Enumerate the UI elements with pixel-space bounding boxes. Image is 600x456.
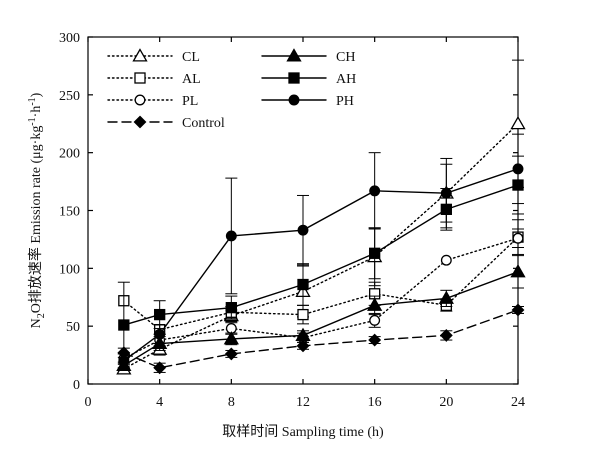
legend-label-ah: AH: [336, 72, 356, 87]
legend-marker-ah: [288, 72, 300, 84]
legend-marker-control: [133, 115, 147, 129]
point-ch: [438, 290, 454, 304]
y-axis-title-main: O排放速率 Emission rate (μg·kg: [27, 126, 44, 314]
y-axis-title-sup1: -1: [27, 117, 38, 125]
series-line-pl: [123, 237, 519, 360]
series-control: [117, 303, 525, 375]
point-ch: [295, 327, 311, 341]
x-tick-label: 8: [228, 395, 235, 410]
y-axis-title: N2O排放速率 Emission rate (μg·kg-1·h-1): [27, 92, 47, 328]
x-tick-label: 20: [439, 395, 453, 410]
legend-marker-pl: [134, 94, 146, 106]
point-ch: [510, 263, 526, 278]
legend-marker-ch: [286, 48, 302, 62]
x-tick-label: 0: [85, 395, 92, 410]
legend-item-ch: CH: [261, 48, 355, 65]
y-tick-label: 300: [59, 31, 80, 46]
legend-item-cl: CL: [107, 48, 200, 65]
point-cl: [510, 115, 526, 130]
legend: CL AL PL Control CH AH PH: [107, 48, 356, 131]
x-tick-label: 12: [296, 395, 310, 410]
y-axis-title-mid: ·h: [29, 106, 44, 118]
point-pl: [369, 314, 381, 326]
point-control: [368, 333, 382, 347]
y-tick-label: 200: [59, 147, 80, 162]
legend-item-control: Control: [107, 115, 225, 131]
series-line-ah: [123, 184, 519, 326]
point-al: [297, 308, 309, 321]
series-line-ch: [123, 271, 519, 367]
point-ch: [223, 331, 239, 345]
legend-label-ch: CH: [336, 50, 355, 65]
x-tick-label: 24: [511, 395, 525, 410]
legend-label-pl: PL: [182, 94, 198, 109]
series-ph: [117, 133, 524, 369]
y-tick-label: 100: [59, 262, 80, 277]
series-layer: [116, 59, 526, 375]
legend-marker-ph: [288, 94, 300, 106]
point-pl: [512, 232, 524, 244]
series-pl: [117, 228, 524, 365]
axes: 0 4 8 12 16 20 24 0 50 100 150 200 250 300: [59, 31, 525, 410]
series-line-control: [123, 309, 519, 369]
point-ah: [154, 308, 166, 321]
point-ph: [225, 230, 237, 242]
legend-label-cl: CL: [182, 50, 200, 65]
legend-label-control: Control: [182, 116, 225, 131]
point-control: [511, 303, 525, 317]
y-tick-label: 150: [59, 205, 80, 220]
legend-item-ah: AH: [261, 72, 356, 87]
x-tick-label: 16: [368, 395, 382, 410]
legend-item-pl: PL: [107, 94, 198, 109]
x-axis-title: 取样时间 Sampling time (h): [222, 424, 384, 440]
legend-item-ph: PH: [261, 94, 354, 109]
point-control: [153, 361, 167, 375]
y-axis-title-suffix: ): [29, 92, 44, 97]
point-control: [439, 329, 453, 342]
legend-marker-cl: [132, 48, 148, 62]
y-tick-label: 250: [59, 89, 80, 104]
point-ph: [369, 185, 381, 197]
legend-label-ph: PH: [336, 94, 354, 109]
legend-item-al: AL: [107, 72, 201, 87]
point-ph: [118, 355, 130, 367]
legend-marker-al: [134, 72, 146, 84]
series-line-al: [123, 236, 519, 331]
y-axis-title-sup2: -1: [27, 97, 38, 105]
legend-label-al: AL: [182, 72, 201, 87]
point-ph: [440, 187, 452, 199]
point-ph: [154, 328, 166, 340]
y-tick-label: 0: [73, 378, 80, 393]
point-control: [296, 339, 310, 353]
series-cl: [116, 59, 526, 375]
point-ch: [367, 297, 383, 311]
point-ah: [225, 302, 237, 314]
point-ah: [297, 278, 309, 291]
y-axis-title-prefix: N: [29, 318, 44, 328]
series-line-cl: [123, 123, 519, 370]
series-line-ph: [123, 168, 519, 362]
point-ah: [118, 319, 130, 331]
x-tick-label: 4: [156, 395, 163, 410]
point-pl: [440, 254, 452, 266]
point-ph: [297, 224, 309, 236]
y-tick-label: 50: [66, 320, 80, 335]
point-ph: [512, 163, 524, 175]
point-control: [224, 347, 238, 361]
y-axis-title-sub: 2: [36, 313, 47, 318]
point-ah: [369, 247, 381, 259]
